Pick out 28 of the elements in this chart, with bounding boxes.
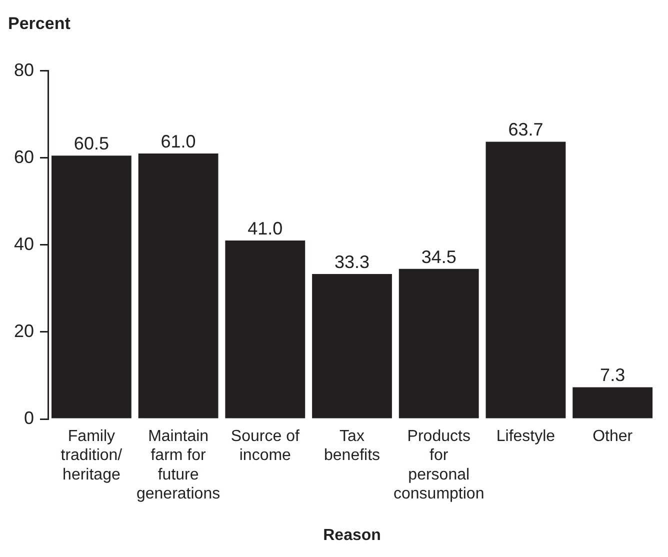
x-tick-label: Other (592, 428, 634, 446)
x-tick-label: Source of income (230, 428, 300, 464)
data-label: 41.0 (248, 218, 283, 239)
y-tick-label: 20 (14, 320, 34, 341)
x-axis-title: Reason (323, 526, 381, 544)
bar (398, 268, 479, 418)
y-tick-label: 60 (14, 146, 34, 167)
bar (138, 154, 218, 418)
bar (572, 387, 653, 418)
bar (312, 274, 392, 418)
x-tick-label: Family tradition/ heritage (60, 428, 123, 484)
data-label: 61.0 (160, 131, 196, 152)
x-tick-label: Tax benefits (324, 428, 380, 464)
bar (486, 142, 566, 418)
data-label: 33.3 (334, 252, 370, 272)
x-tick-label: Maintain farm for future generations (136, 428, 220, 503)
y-axis-title: Percent (8, 13, 72, 35)
bar (225, 240, 306, 418)
data-label: 63.7 (508, 120, 544, 140)
data-label: 7.3 (600, 365, 626, 386)
data-label: 34.5 (421, 246, 456, 267)
x-tick-label: Products for personal consumption (394, 428, 484, 503)
bar (51, 156, 132, 418)
y-tick-label: 40 (14, 234, 34, 254)
y-tick-label: 80 (14, 60, 34, 80)
y-tick-label: 0 (24, 408, 34, 428)
data-label: 60.5 (74, 134, 109, 154)
x-tick-label: Lifestyle (496, 428, 556, 446)
